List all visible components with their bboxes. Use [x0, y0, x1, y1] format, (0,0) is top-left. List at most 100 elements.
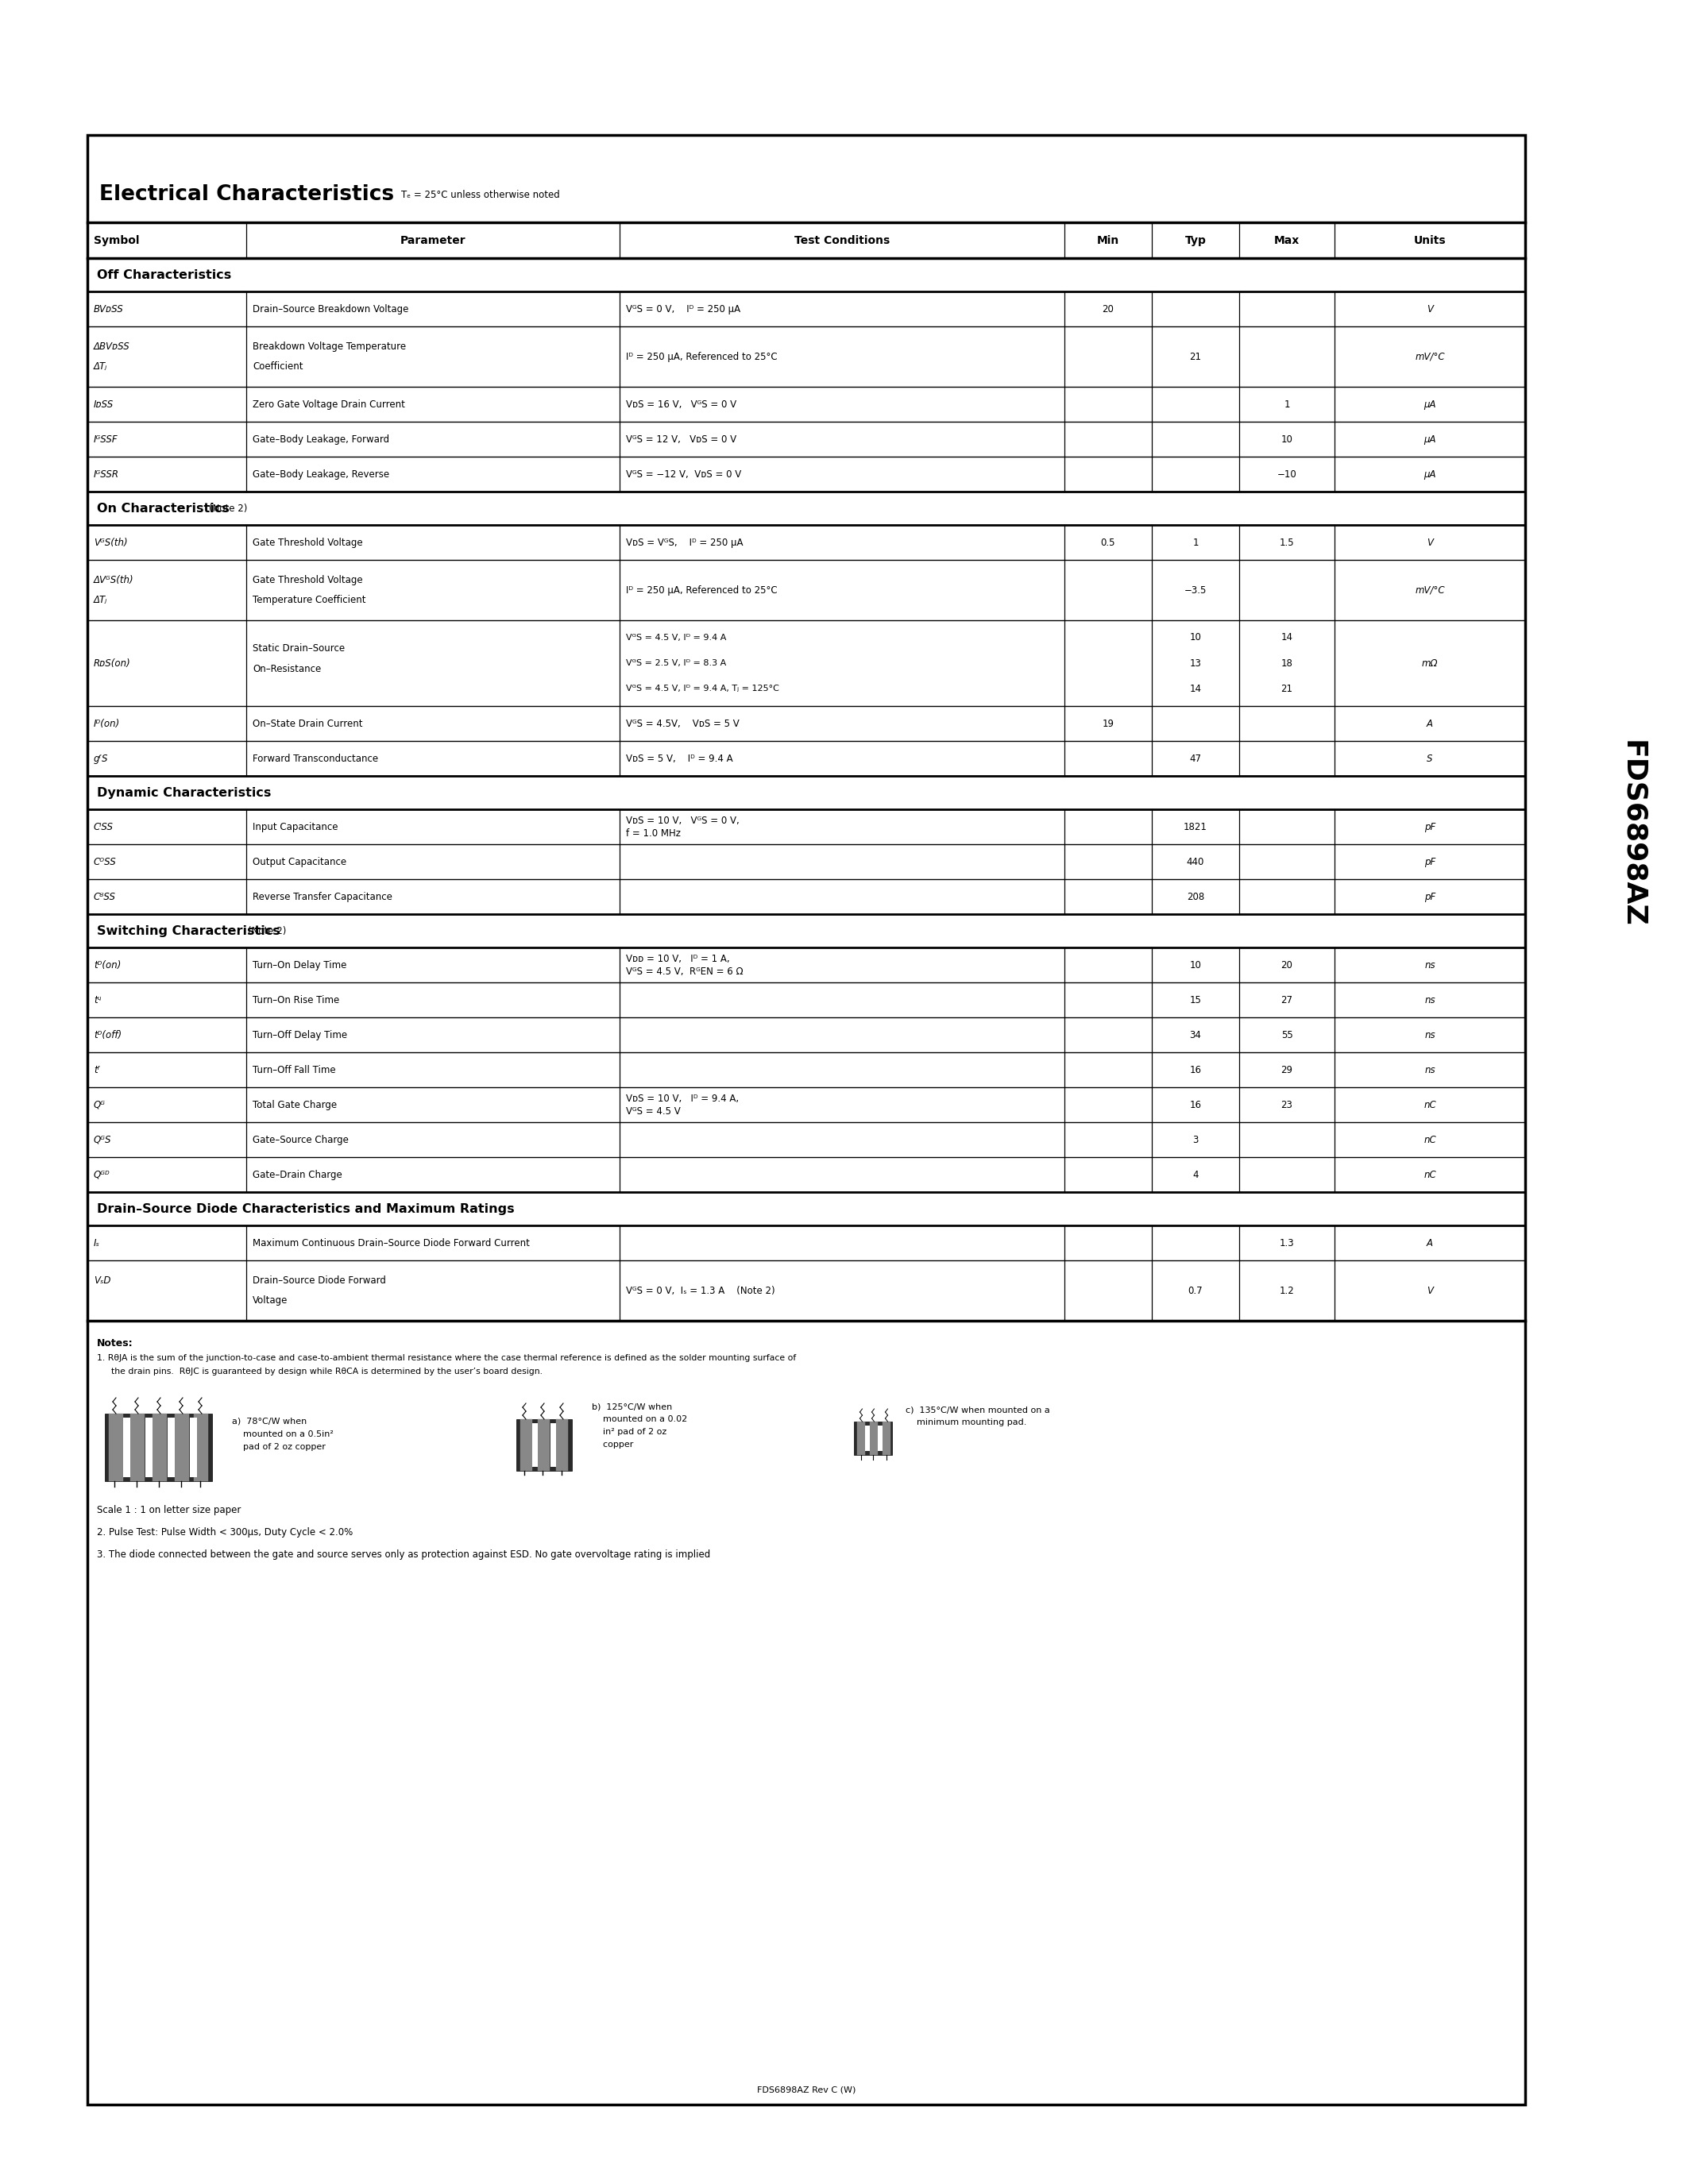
Text: mounted on a 0.5in²: mounted on a 0.5in²	[231, 1431, 334, 1439]
Text: 27: 27	[1281, 994, 1293, 1005]
Text: 55: 55	[1281, 1029, 1293, 1040]
Bar	[550, 1424, 555, 1468]
Text: 13: 13	[1190, 657, 1202, 668]
Bar	[105, 1413, 213, 1481]
Text: 3: 3	[1192, 1133, 1198, 1144]
Text: 0.7: 0.7	[1188, 1286, 1204, 1295]
Text: nC: nC	[1423, 1133, 1436, 1144]
Text: 20: 20	[1281, 959, 1293, 970]
Text: Reverse Transfer Capacitance: Reverse Transfer Capacitance	[253, 891, 392, 902]
Text: nC: nC	[1423, 1099, 1436, 1109]
Bar	[858, 1422, 864, 1455]
Text: IᴳSSF: IᴳSSF	[95, 435, 118, 443]
Text: the drain pins.  RθJC is guaranteed by design while RθCA is determined by the us: the drain pins. RθJC is guaranteed by de…	[111, 1367, 542, 1376]
Text: 21: 21	[1190, 352, 1202, 363]
Text: 1.3: 1.3	[1280, 1238, 1295, 1247]
Text: c)  135°C/W when mounted on a: c) 135°C/W when mounted on a	[905, 1406, 1050, 1413]
Text: Turn–Off Delay Time: Turn–Off Delay Time	[253, 1029, 348, 1040]
Bar	[88, 135, 1526, 2105]
Text: Electrical Characteristics: Electrical Characteristics	[100, 183, 393, 205]
Text: VᴅS = 16 V,   VᴳS = 0 V: VᴅS = 16 V, VᴳS = 0 V	[626, 400, 736, 408]
Bar	[532, 1424, 538, 1468]
Text: mΩ: mΩ	[1421, 657, 1438, 668]
Text: 21: 21	[1281, 684, 1293, 695]
Text: Scale 1 : 1 on letter size paper: Scale 1 : 1 on letter size paper	[96, 1505, 241, 1516]
Bar	[123, 1417, 130, 1476]
Text: V: V	[1426, 537, 1433, 548]
Text: mV/°C: mV/°C	[1415, 352, 1445, 363]
Text: VᴳS = 4.5 V, Iᴰ = 9.4 A, Tⱼ = 125°C: VᴳS = 4.5 V, Iᴰ = 9.4 A, Tⱼ = 125°C	[626, 686, 780, 692]
Text: Off Characteristics: Off Characteristics	[96, 269, 231, 282]
Text: Drain–Source Diode Forward: Drain–Source Diode Forward	[253, 1275, 387, 1286]
Text: 0.5: 0.5	[1101, 537, 1116, 548]
Text: 47: 47	[1190, 753, 1202, 764]
Text: VᴅS = 10 V,   Iᴰ = 9.4 A,: VᴅS = 10 V, Iᴰ = 9.4 A,	[626, 1094, 739, 1103]
Text: 20: 20	[1102, 304, 1114, 314]
Text: Drain–Source Breakdown Voltage: Drain–Source Breakdown Voltage	[253, 304, 408, 314]
Text: 16: 16	[1190, 1099, 1202, 1109]
Text: Qᴳ: Qᴳ	[95, 1099, 106, 1109]
Text: ns: ns	[1425, 1029, 1435, 1040]
Text: gᶠS: gᶠS	[95, 753, 108, 764]
Text: Drain–Source Diode Characteristics and Maximum Ratings: Drain–Source Diode Characteristics and M…	[96, 1203, 515, 1214]
Text: VᴳS(th): VᴳS(th)	[95, 537, 128, 548]
Text: Gate–Body Leakage, Reverse: Gate–Body Leakage, Reverse	[253, 470, 390, 478]
Text: Symbol: Symbol	[95, 234, 140, 247]
Bar	[555, 1420, 567, 1470]
Text: On–State Drain Current: On–State Drain Current	[253, 719, 363, 729]
Text: a)  78°C/W when: a) 78°C/W when	[231, 1417, 307, 1426]
Text: FDS6898AZ: FDS6898AZ	[1619, 740, 1646, 928]
Text: 1.5: 1.5	[1280, 537, 1295, 548]
Text: Typ: Typ	[1185, 234, 1207, 247]
Text: mounted on a 0.02: mounted on a 0.02	[592, 1415, 687, 1424]
Text: VᴳS = −12 V,  VᴅS = 0 V: VᴳS = −12 V, VᴅS = 0 V	[626, 470, 741, 478]
Text: Gate–Source Charge: Gate–Source Charge	[253, 1133, 349, 1144]
Text: VᴅS = 10 V,   VᴳS = 0 V,: VᴅS = 10 V, VᴳS = 0 V,	[626, 815, 739, 826]
Text: 16: 16	[1190, 1064, 1202, 1075]
Text: CᴽSS: CᴽSS	[95, 891, 116, 902]
Text: Parameter: Parameter	[400, 234, 466, 247]
Text: Coefficient: Coefficient	[253, 363, 304, 371]
Text: mV/°C: mV/°C	[1415, 585, 1445, 596]
Text: (Note 2): (Note 2)	[197, 502, 248, 513]
Bar	[189, 1417, 197, 1476]
Text: pad of 2 oz copper: pad of 2 oz copper	[231, 1444, 326, 1450]
Text: 23: 23	[1281, 1099, 1293, 1109]
Text: Min: Min	[1097, 234, 1119, 247]
Text: 14: 14	[1281, 631, 1293, 642]
Text: in² pad of 2 oz: in² pad of 2 oz	[592, 1428, 667, 1435]
Text: VᴳS = 0 V,    Iᴰ = 250 μA: VᴳS = 0 V, Iᴰ = 250 μA	[626, 304, 741, 314]
Text: V: V	[1426, 1286, 1433, 1295]
Text: −3.5: −3.5	[1185, 585, 1207, 596]
Text: tᶣ: tᶣ	[95, 994, 101, 1005]
Text: VᴳS = 2.5 V, Iᴰ = 8.3 A: VᴳS = 2.5 V, Iᴰ = 8.3 A	[626, 660, 726, 666]
Text: Turn–Off Fall Time: Turn–Off Fall Time	[253, 1064, 336, 1075]
Text: 10: 10	[1190, 631, 1202, 642]
Text: FDS6898AZ Rev C (W): FDS6898AZ Rev C (W)	[756, 2086, 856, 2094]
Text: Vᴅᴅ = 10 V,   Iᴰ = 1 A,: Vᴅᴅ = 10 V, Iᴰ = 1 A,	[626, 954, 729, 963]
Text: Iᴰ = 250 μA, Referenced to 25°C: Iᴰ = 250 μA, Referenced to 25°C	[626, 585, 778, 596]
Text: VᴅS = 5 V,    Iᴰ = 9.4 A: VᴅS = 5 V, Iᴰ = 9.4 A	[626, 753, 733, 764]
Bar	[176, 1413, 189, 1481]
Bar	[130, 1413, 145, 1481]
Text: Qᴳᴰ: Qᴳᴰ	[95, 1168, 110, 1179]
Text: 1. RθJA is the sum of the junction-to-case and case-to-ambient thermal resistanc: 1. RθJA is the sum of the junction-to-ca…	[96, 1354, 797, 1363]
Text: VᴅS = VᴳS,    Iᴰ = 250 μA: VᴅS = VᴳS, Iᴰ = 250 μA	[626, 537, 743, 548]
Bar	[517, 1420, 572, 1470]
Text: b)  125°C/W when: b) 125°C/W when	[592, 1402, 672, 1411]
Text: nC: nC	[1423, 1168, 1436, 1179]
Text: Forward Transconductance: Forward Transconductance	[253, 753, 378, 764]
Text: 29: 29	[1281, 1064, 1293, 1075]
Text: ΔBVᴅSS: ΔBVᴅSS	[95, 341, 130, 352]
Text: Dynamic Characteristics: Dynamic Characteristics	[96, 786, 272, 799]
Text: ΔTⱼ: ΔTⱼ	[95, 596, 108, 605]
Text: ns: ns	[1425, 1064, 1435, 1075]
Text: ΔVᴳS(th): ΔVᴳS(th)	[95, 574, 133, 585]
Text: IᴳSSR: IᴳSSR	[95, 470, 120, 478]
Text: Units: Units	[1415, 234, 1447, 247]
Text: 10: 10	[1281, 435, 1293, 443]
Text: 2. Pulse Test: Pulse Width < 300μs, Duty Cycle < 2.0%: 2. Pulse Test: Pulse Width < 300μs, Duty…	[96, 1527, 353, 1538]
Text: On Characteristics: On Characteristics	[96, 502, 230, 513]
Text: CᴼSS: CᴼSS	[95, 856, 116, 867]
Text: 4: 4	[1192, 1168, 1198, 1179]
